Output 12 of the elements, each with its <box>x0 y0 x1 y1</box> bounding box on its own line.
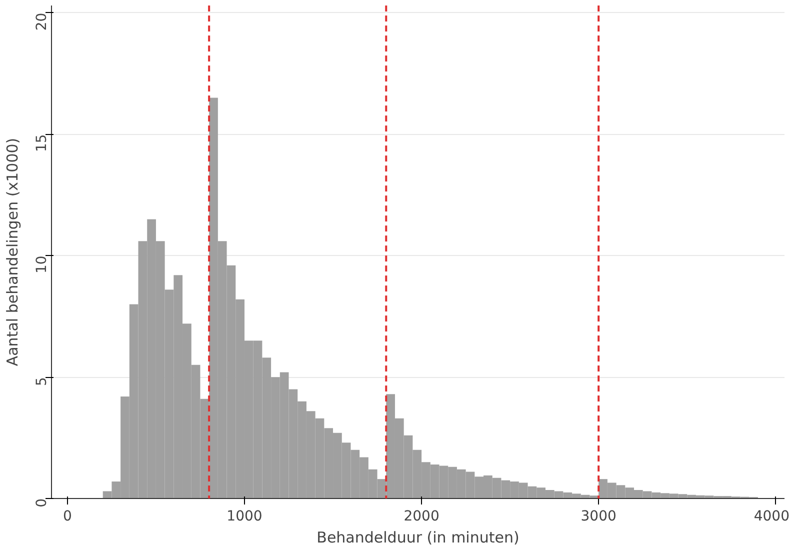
y-tick-label: 20 <box>34 12 50 31</box>
x-axis-title: Behandelduur (in minuten) <box>316 528 520 546</box>
x-tick-label: 2000 <box>404 508 440 524</box>
x-tick-label: 0 <box>62 508 72 524</box>
x-tick-label: 1000 <box>226 508 262 524</box>
x-tick-label: 3000 <box>580 508 616 524</box>
x-tick-label: 4000 <box>754 508 789 524</box>
y-tick-label: 10 <box>34 256 50 274</box>
y-tick-label: 15 <box>34 134 50 152</box>
y-axis-title: Aantal behandelingen (x1000) <box>4 138 22 366</box>
y-tick-label: 5 <box>34 377 50 386</box>
y-tick-label: 0 <box>34 498 50 508</box>
